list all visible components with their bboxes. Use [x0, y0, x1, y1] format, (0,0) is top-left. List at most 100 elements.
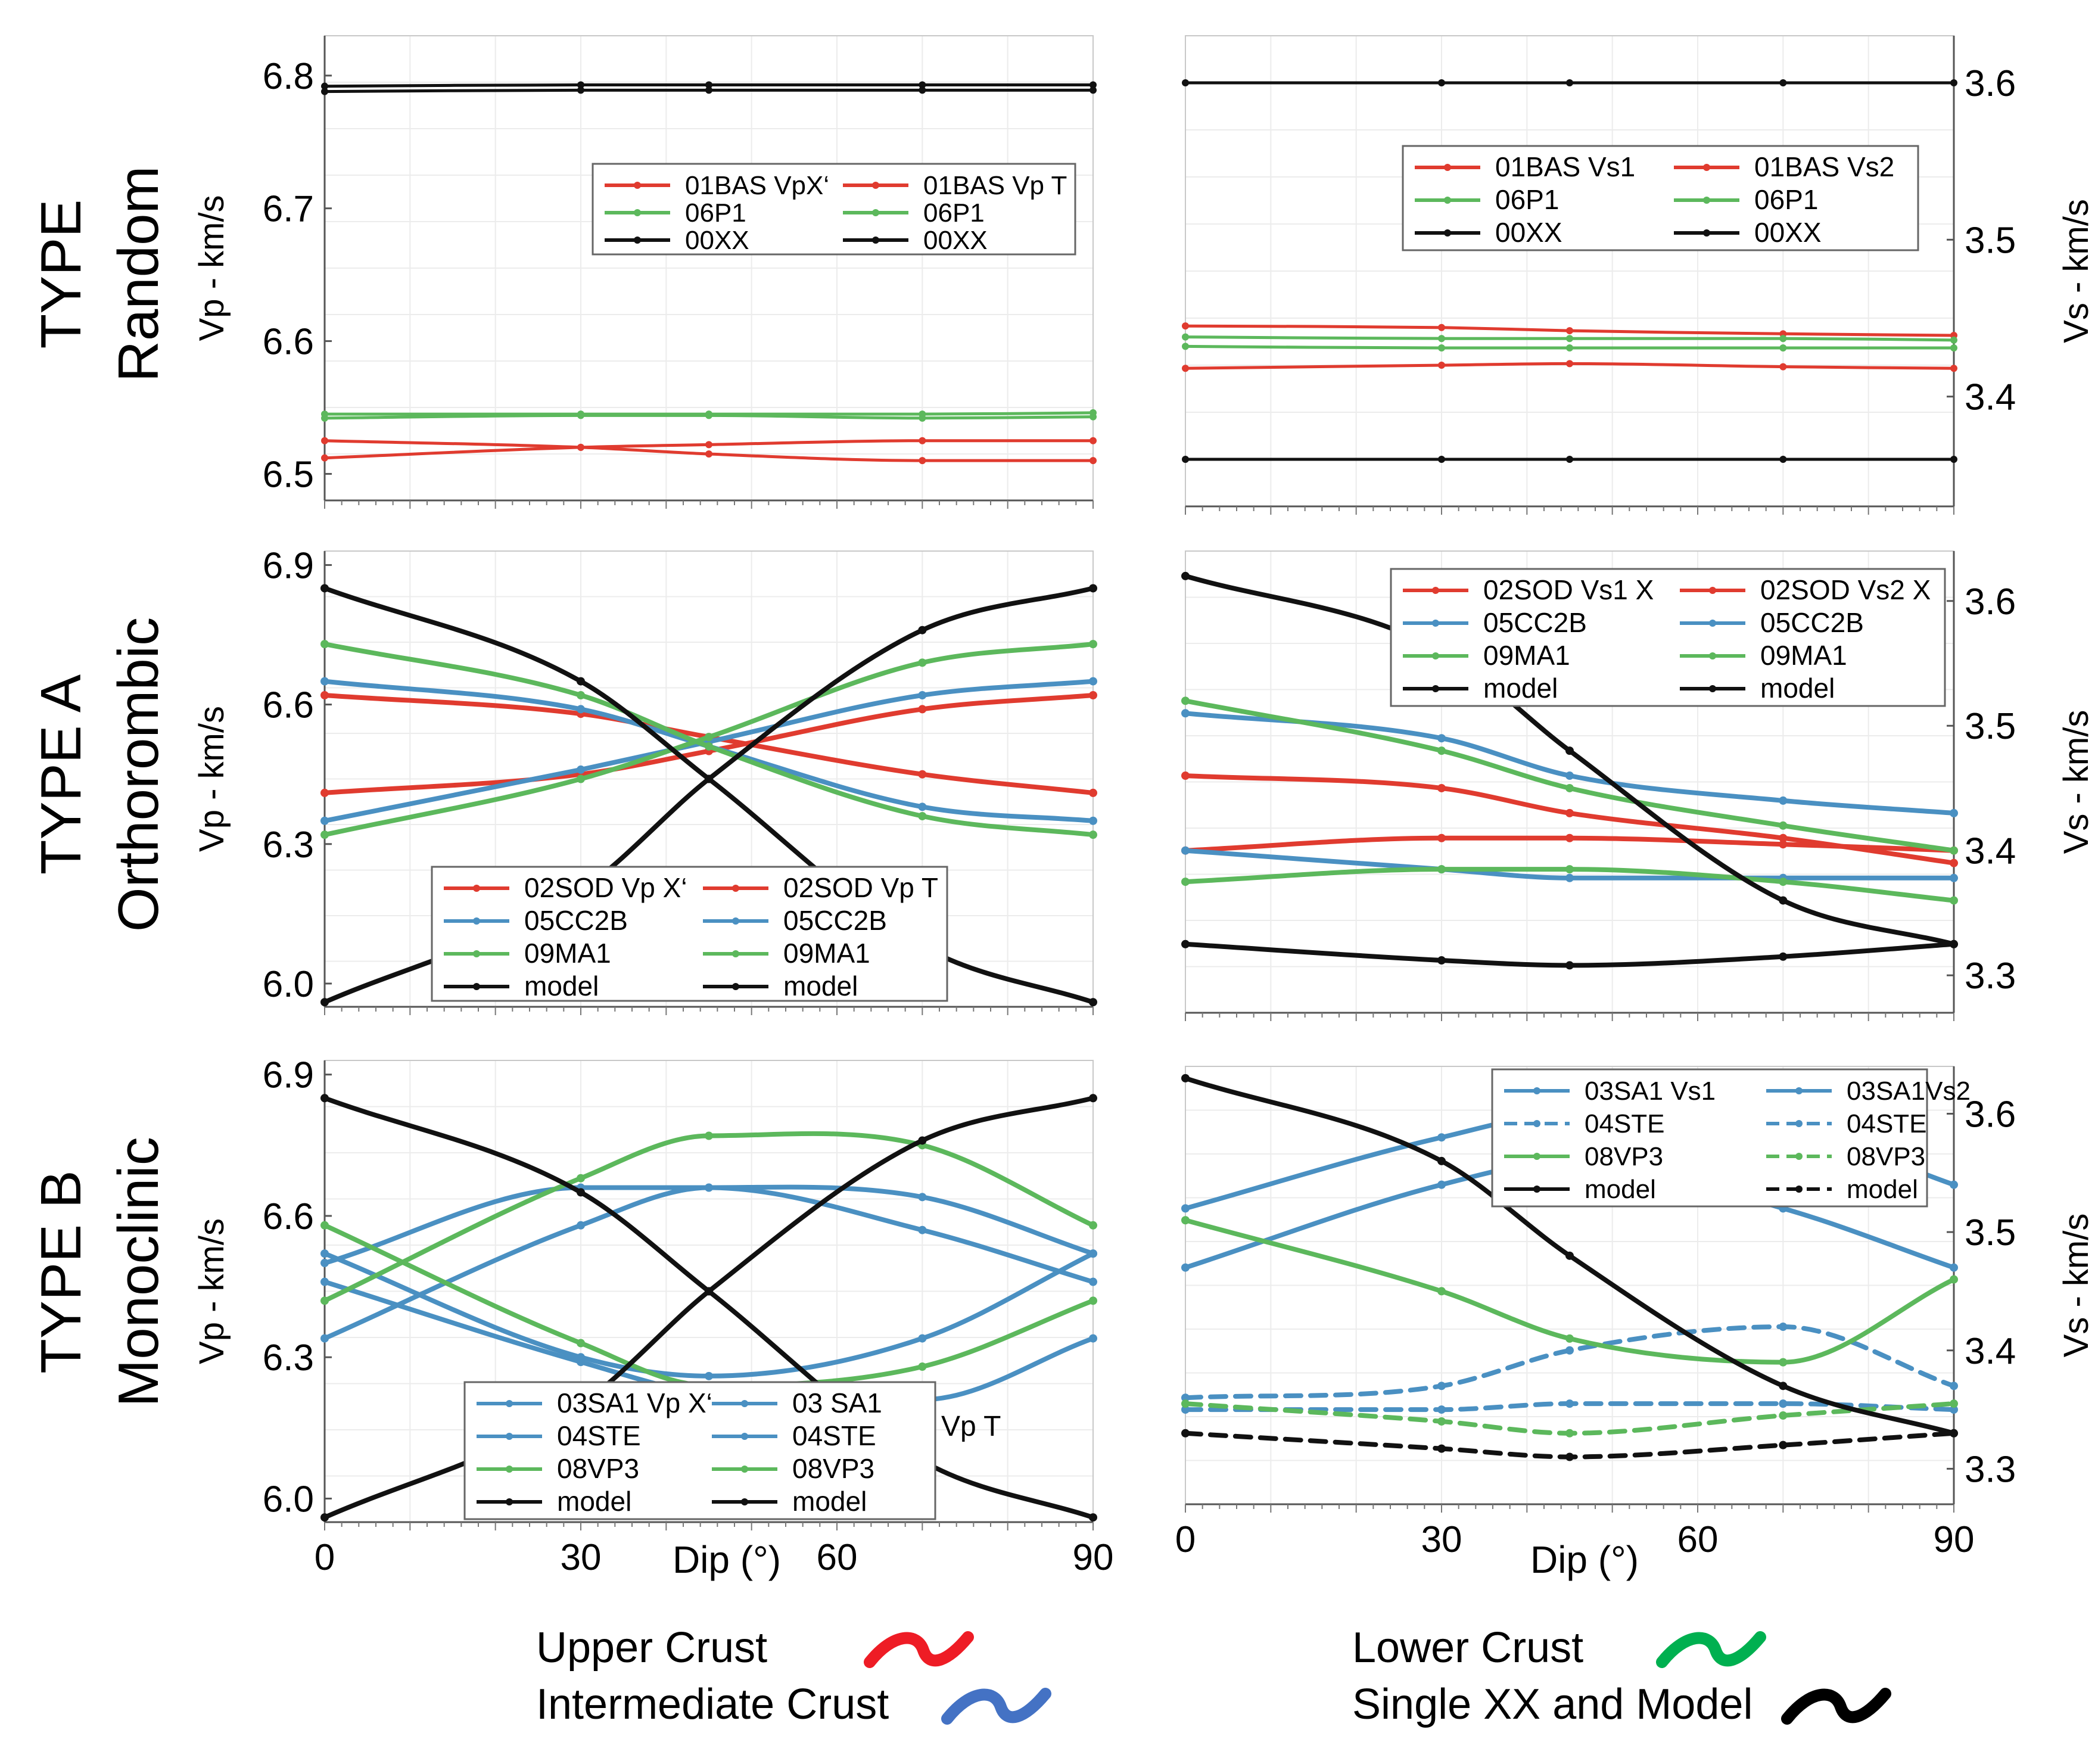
- y-tick-label: 6.9: [263, 1055, 314, 1096]
- data-point: [1950, 1382, 1958, 1390]
- legend-marker: [1795, 1153, 1803, 1160]
- legend-marker: [1533, 1087, 1540, 1094]
- data-point: [918, 1362, 927, 1371]
- y-tick-label: 6.9: [263, 545, 314, 586]
- data-point: [577, 86, 584, 94]
- x-tick-label: 0: [1175, 1519, 1196, 1560]
- data-point: [1565, 808, 1574, 817]
- y-axis-title: Vs - km/s: [2057, 199, 2096, 343]
- legend-marker: [1533, 1186, 1540, 1193]
- data-point: [1089, 640, 1097, 649]
- data-point: [1950, 1399, 1958, 1408]
- legend-label: 06P1: [1754, 184, 1818, 215]
- data-point: [919, 81, 926, 89]
- data-point: [321, 88, 328, 95]
- data-point: [321, 414, 328, 422]
- data-point: [1437, 833, 1446, 842]
- data-point: [577, 765, 585, 774]
- data-point: [1950, 1429, 1958, 1438]
- grid: [1185, 35, 1954, 507]
- data-point: [1565, 833, 1574, 842]
- data-point: [577, 81, 584, 89]
- x-tick-label: 60: [1677, 1519, 1719, 1560]
- data-point: [1950, 79, 1957, 86]
- data-point: [1182, 456, 1189, 463]
- data-point: [1089, 584, 1097, 593]
- legend-label: model: [524, 970, 599, 1001]
- legend-marker: [732, 950, 739, 957]
- legend-marker: [872, 182, 879, 189]
- data-point: [1182, 333, 1189, 341]
- data-point: [1565, 771, 1574, 780]
- data-point: [1089, 816, 1097, 825]
- data-point: [577, 705, 585, 714]
- data-point: [1181, 1263, 1190, 1272]
- legend-label: 08VP3: [557, 1453, 639, 1484]
- data-point: [1181, 1405, 1190, 1414]
- data-point: [321, 454, 328, 462]
- x-tick-label: 90: [1073, 1537, 1114, 1578]
- data-point: [1565, 746, 1574, 755]
- legend-marker: [506, 1466, 513, 1473]
- legend-label: 00XX: [1495, 217, 1562, 248]
- y-tick-label: 3.6: [1965, 1094, 2016, 1135]
- y-axis-title: Vs - km/s: [2057, 1214, 2096, 1358]
- legend-marker: [872, 209, 879, 216]
- data-point: [1182, 322, 1189, 330]
- data-point: [1181, 939, 1190, 948]
- legend-marker: [1444, 197, 1451, 204]
- data-point: [1779, 952, 1788, 961]
- legend-label: model: [792, 1486, 867, 1517]
- data-point: [1566, 344, 1573, 352]
- y-tick-label: 3.4: [1965, 1331, 2016, 1372]
- y-tick-label: 6.0: [263, 1479, 314, 1520]
- x-tick-label: 30: [561, 1537, 602, 1578]
- legend-marker: [506, 1400, 513, 1407]
- y-tick-label: 3.5: [1965, 1212, 2016, 1253]
- legend-label: 04STE: [1847, 1109, 1927, 1138]
- data-point: [1437, 1180, 1446, 1189]
- legend-label: 04STE: [1585, 1109, 1665, 1138]
- data-point: [1182, 365, 1189, 372]
- data-point: [1779, 1358, 1788, 1367]
- data-point: [320, 640, 329, 649]
- crust-legend: Upper Crust Intermediate Crust Lower Cru…: [536, 1624, 1891, 1728]
- data-point: [1779, 79, 1787, 86]
- data-point: [1565, 1334, 1574, 1343]
- data-point: [1181, 878, 1190, 886]
- legend-marker: [1432, 685, 1439, 692]
- data-point: [1182, 79, 1189, 86]
- data-point: [320, 816, 329, 825]
- legend-marker: [473, 983, 480, 990]
- data-point: [705, 733, 713, 742]
- x-axis-label-right: Dip (°): [1530, 1538, 1639, 1581]
- data-point: [320, 690, 329, 699]
- crust-legend-intermediate-swatch: [941, 1688, 1051, 1725]
- data-point: [320, 1513, 329, 1522]
- data-point: [1090, 437, 1097, 444]
- data-point: [705, 1371, 713, 1380]
- legend-marker: [473, 885, 480, 892]
- data-point: [1089, 677, 1097, 686]
- crust-legend-upper-swatch: [864, 1631, 974, 1668]
- y-tick-label: 6.6: [263, 322, 314, 363]
- y-tick-label: 3.6: [1965, 63, 2016, 104]
- data-point: [320, 584, 329, 593]
- legend-label: 09MA1: [783, 938, 870, 969]
- legend-label: 02SOD Vs2 X: [1760, 574, 1931, 605]
- legend-label: model: [557, 1486, 631, 1517]
- data-point: [577, 443, 584, 451]
- data-point: [1950, 846, 1958, 855]
- data-point: [1437, 1417, 1446, 1426]
- data-point: [1437, 1287, 1446, 1296]
- data-point: [705, 774, 713, 783]
- legend-label: 09MA1: [1760, 640, 1847, 671]
- data-point: [320, 1249, 329, 1258]
- y-tick-label: 3.5: [1965, 220, 2016, 261]
- data-point: [577, 412, 584, 419]
- data-point: [1566, 360, 1573, 368]
- data-point: [1437, 865, 1446, 874]
